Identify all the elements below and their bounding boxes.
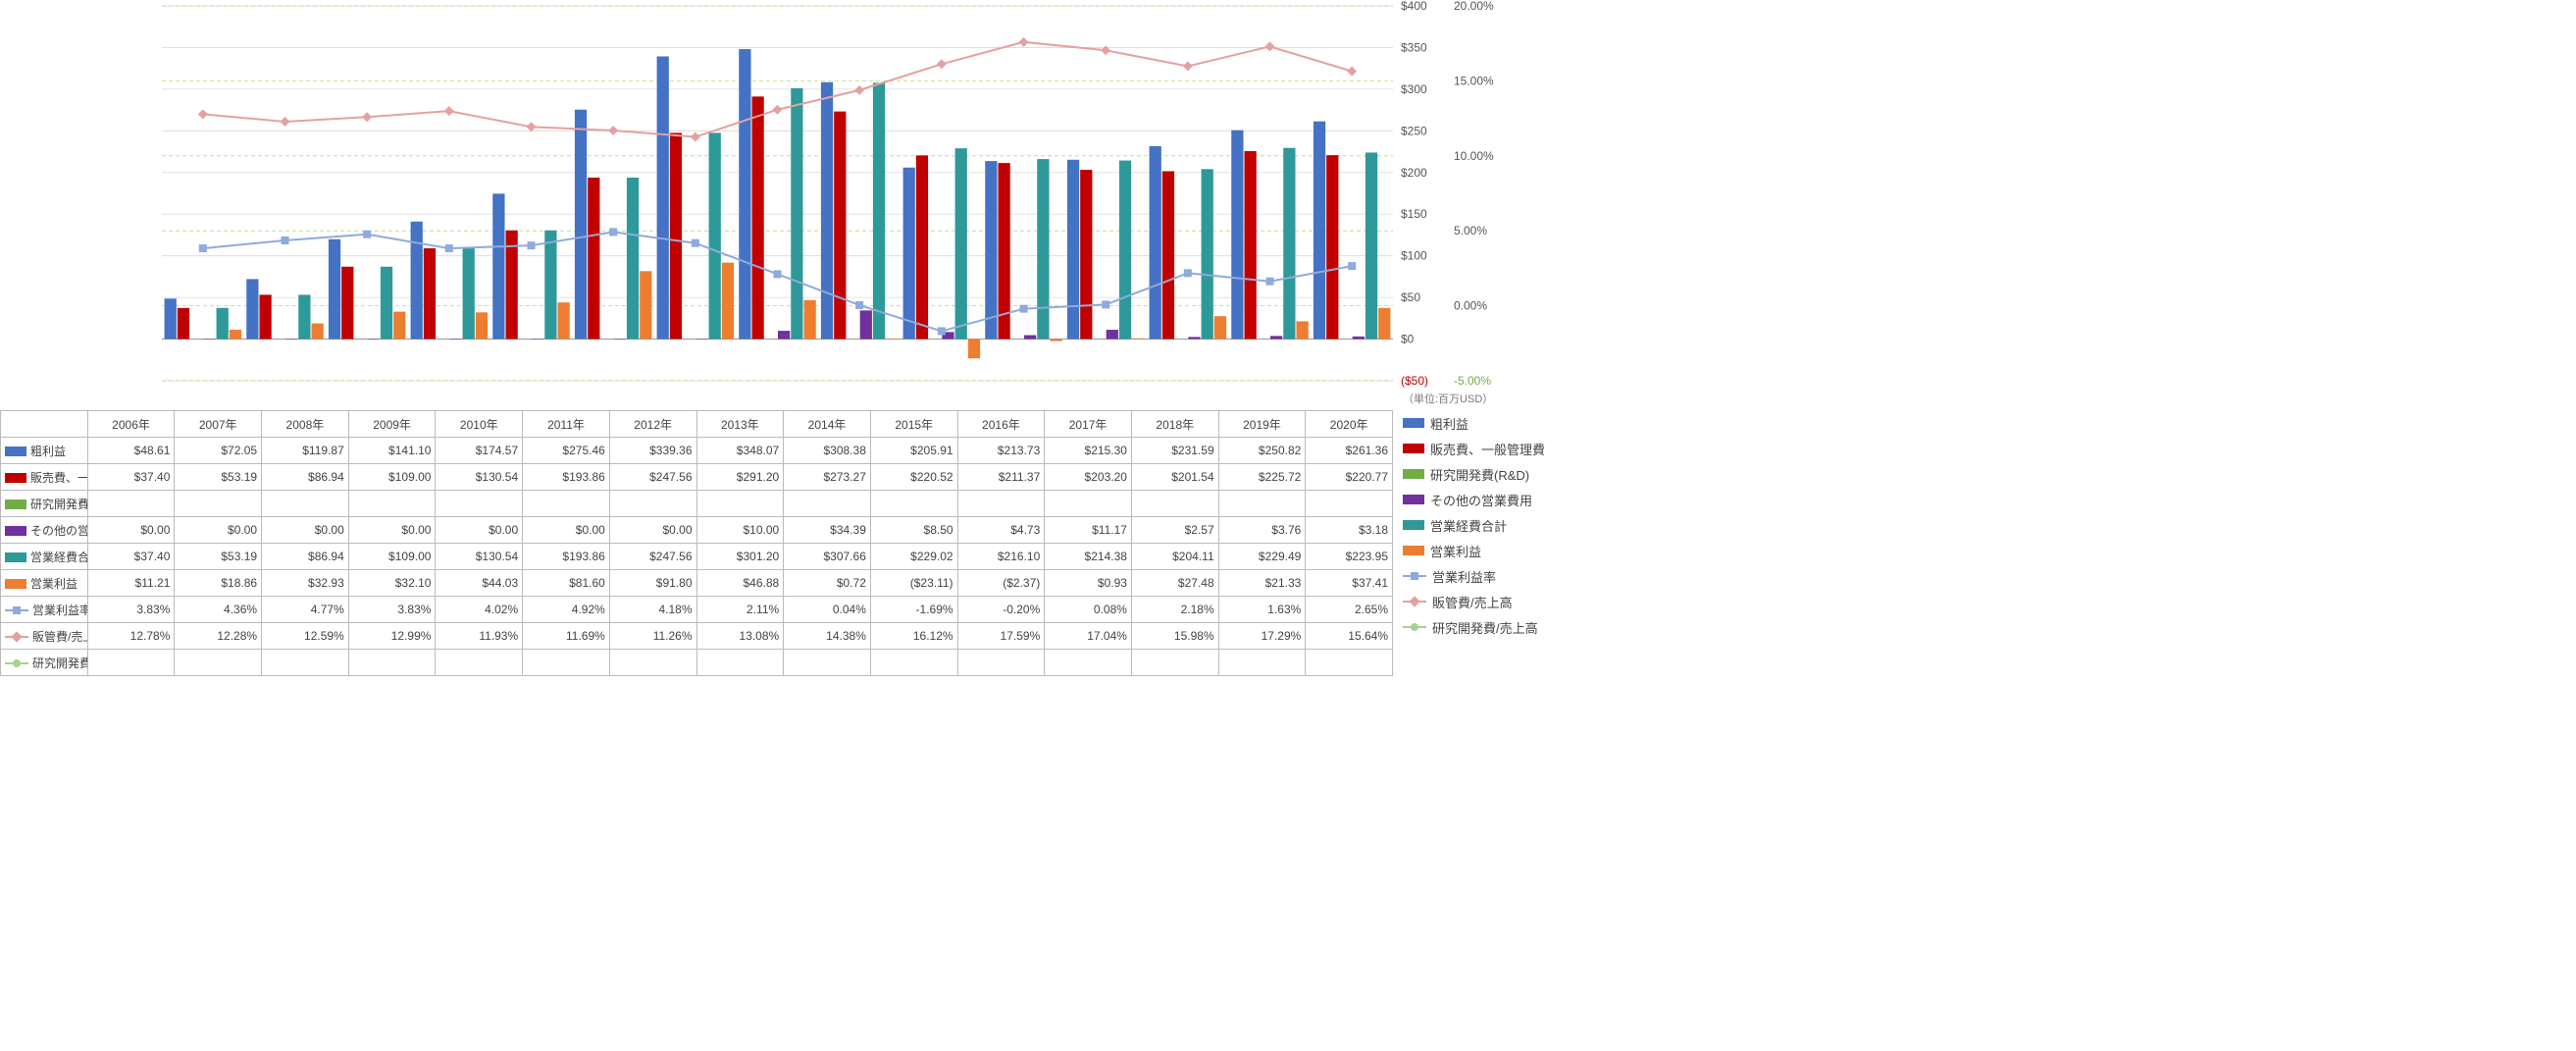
svg-text:15.00%: 15.00% [1454, 74, 1494, 87]
legend-item-sga_ratio: 販管費/売上高 [1403, 589, 1545, 614]
legend-item-rnd_ratio: 研究開発費/売上高 [1403, 614, 1545, 640]
legend-item-other: その他の営業費用 [1403, 487, 1545, 512]
row-label-opinc: 営業利益 [30, 577, 77, 591]
legend-item-opmargin: 営業利益率 [1403, 563, 1545, 589]
row-label-sga_ratio: 販管費/売上高 [32, 630, 87, 644]
row-label-rnd: 研究開発費(R&D) [30, 498, 87, 511]
svg-text:$0: $0 [1401, 333, 1415, 346]
svg-text:$350: $350 [1401, 40, 1427, 54]
svg-text:$200: $200 [1401, 166, 1427, 180]
svg-text:-5.00%: -5.00% [1454, 374, 1491, 388]
svg-text:$100: $100 [1401, 249, 1427, 263]
row-label-gross: 粗利益 [30, 445, 66, 458]
svg-text:20.00%: 20.00% [1454, 0, 1494, 13]
svg-text:$50: $50 [1401, 290, 1420, 304]
svg-text:$150: $150 [1401, 207, 1427, 221]
legend-item-opex: 営業経費合計 [1403, 512, 1545, 538]
svg-text:0.00%: 0.00% [1454, 299, 1487, 313]
legend-item-gross: 粗利益 [1403, 410, 1545, 436]
svg-text:10.00%: 10.00% [1454, 149, 1494, 163]
legend-item-opinc: 営業利益 [1403, 538, 1545, 563]
legend-item-sga: 販売費、一般管理費 [1403, 436, 1545, 461]
legend-item-rnd: 研究開発費(R&D) [1403, 461, 1545, 487]
unit-label: （単位:百万USD） [1403, 391, 1493, 406]
svg-text:$300: $300 [1401, 82, 1427, 96]
row-label-other: その他の営業費用 [30, 524, 87, 538]
row-label-opmargin: 営業利益率 [32, 604, 87, 617]
combo-chart: ($50) $0 $50 $100 $150 $200 $250 $300 $350 $400 -5… [0, 0, 2576, 410]
data-table-area: 2006年2007年2008年2009年2010年2011年2012年2013年… [0, 410, 2576, 676]
row-label-sga: 販売費、一般管理費 [30, 471, 87, 485]
row-label-rnd_ratio: 研究開発費/売上高 [32, 657, 87, 670]
svg-text:5.00%: 5.00% [1454, 224, 1487, 237]
svg-text:($50): ($50) [1401, 374, 1428, 388]
right-legend: 粗利益販売費、一般管理費研究開発費(R&D)その他の営業費用営業経費合計営業利益… [1403, 410, 1545, 640]
svg-text:$250: $250 [1401, 124, 1427, 137]
row-label-opex: 営業経費合計 [30, 551, 87, 564]
data-table: 2006年2007年2008年2009年2010年2011年2012年2013年… [0, 410, 1393, 676]
svg-text:$400: $400 [1401, 0, 1427, 13]
